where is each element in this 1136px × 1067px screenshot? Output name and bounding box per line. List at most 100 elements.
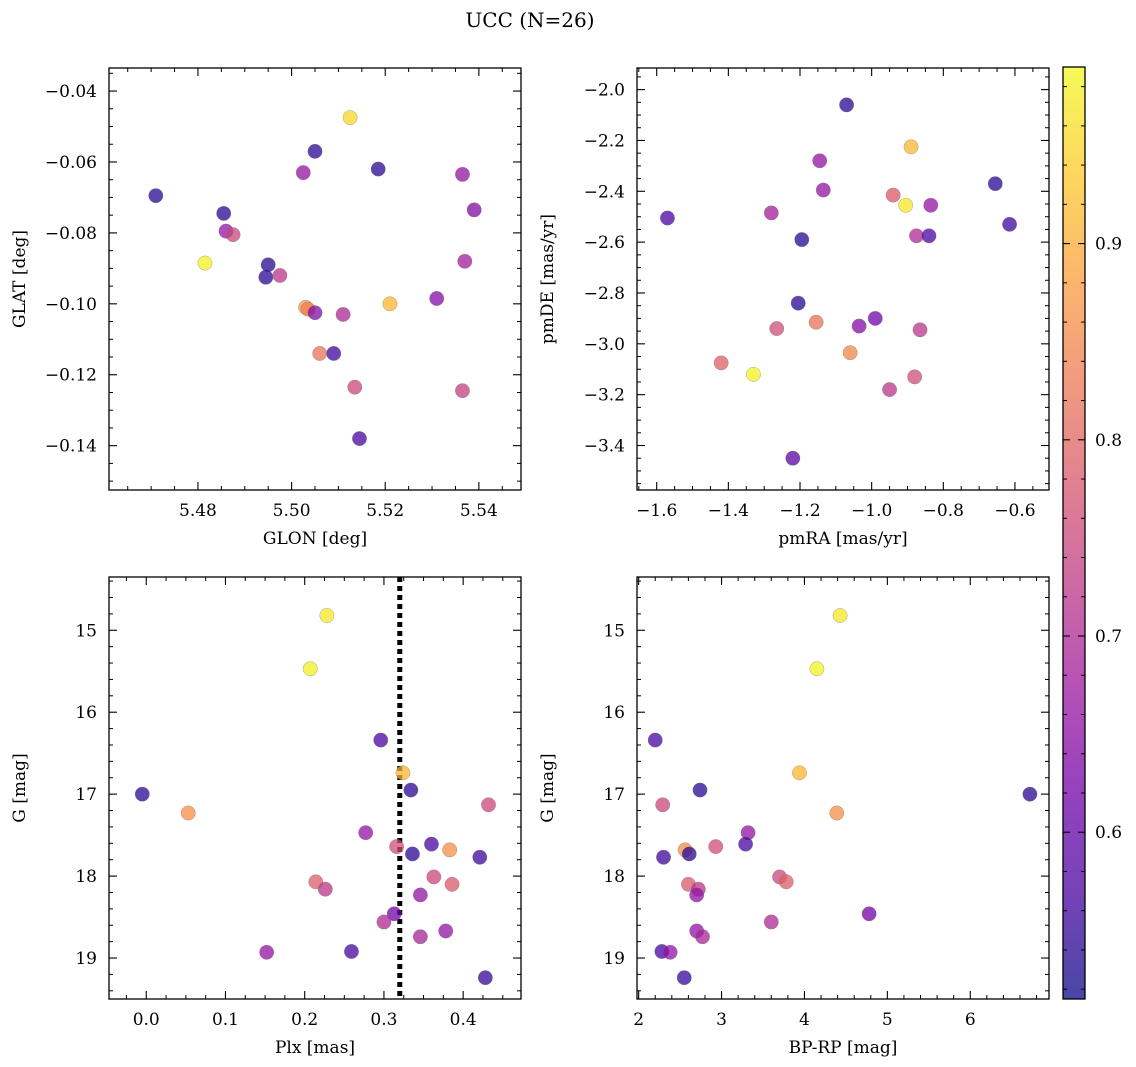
scatter-point (302, 661, 318, 677)
scatter-point (412, 929, 428, 945)
scatter-point (882, 382, 898, 398)
x-tick-label: 0.3 (370, 1010, 397, 1030)
scatter-point (681, 846, 697, 862)
y-tick-label: 18 (75, 867, 97, 887)
scatter-point (352, 431, 367, 447)
x-tick-label: −1.0 (851, 501, 892, 521)
colorbar-gradient (1063, 67, 1085, 999)
scatter-point (692, 782, 708, 798)
y-tick-label: −0.08 (45, 224, 97, 244)
scatter-point (424, 836, 439, 852)
x-tick-label: 0.0 (133, 1010, 160, 1030)
x-tick-label: −0.8 (923, 501, 964, 521)
scatter-point (272, 268, 288, 283)
scatter-point (457, 253, 473, 269)
scatter-point (923, 197, 939, 213)
scatter-point (403, 782, 419, 798)
x-tick-label: 0.2 (291, 1010, 318, 1030)
scatter-point (405, 846, 420, 862)
y-tick-label: 16 (75, 703, 97, 723)
scatter-point (1002, 216, 1018, 232)
x-axis-label: pmRA [mas/yr] (778, 529, 907, 549)
scatter-point (903, 139, 919, 155)
y-tick-label: −0.04 (45, 82, 97, 102)
scatter-point (745, 366, 761, 382)
figure-title: UCC (N=26) (465, 8, 594, 32)
x-tick-label: 5.50 (273, 501, 311, 521)
y-tick-label: 15 (75, 621, 97, 641)
x-tick-label: 2 (633, 1010, 644, 1030)
y-tick-label: −2.0 (584, 81, 625, 101)
scatter-point (647, 732, 663, 748)
y-tick-label: −0.12 (45, 366, 97, 386)
y-tick-label: −0.10 (45, 295, 97, 315)
y-tick-label: −3.4 (584, 437, 625, 457)
colorbar-tick-label: 0.9 (1095, 235, 1122, 255)
colorbar-frame (1062, 66, 1086, 1000)
scatter-point (785, 450, 801, 466)
scatter-point (295, 165, 311, 181)
scatter-point (472, 849, 488, 865)
x-tick-label: 6 (965, 1010, 976, 1030)
scatter-point (790, 295, 806, 311)
x-axis-label: BP-RP [mag] (789, 1038, 898, 1058)
scatter-point (481, 797, 496, 813)
scatter-point (676, 970, 692, 986)
scatter-point (763, 205, 779, 221)
scatter-point (335, 307, 351, 322)
colorbar-tick-label: 0.7 (1095, 627, 1122, 647)
scatter-panel-3: 0.0 0.1 0.2 0.3 0.4 15 16 17 18 19 Plx [mas] G [mag… (10, 576, 522, 1058)
scatter-point (809, 661, 825, 677)
y-axis-label: GLAT [deg] (10, 230, 30, 328)
scatter-point (885, 187, 901, 203)
y-tick-label: −2.4 (584, 182, 625, 202)
y-tick-label: 15 (603, 621, 625, 641)
y-tick-label: 19 (603, 949, 625, 969)
x-tick-label: 5 (882, 1010, 893, 1030)
scatter-point (358, 825, 374, 841)
scatter-point (326, 346, 342, 361)
scatter-point (708, 839, 724, 855)
scatter-panel-1: 5.48 5.50 5.52 5.54 −0.04 −0.06 −0.08 −0.10 −0.1… (10, 67, 522, 549)
y-axis-label: G [mag] (10, 753, 30, 822)
scatter-point (307, 305, 323, 321)
scatter-point (921, 228, 937, 244)
scatter-point (343, 944, 359, 959)
scatter-point (1022, 786, 1038, 802)
axes-frame (108, 576, 522, 1000)
scatter-point (258, 269, 274, 285)
y-tick-label: 18 (603, 867, 625, 887)
scatter-point (477, 970, 493, 986)
scatter-point (987, 176, 1003, 192)
scatter-point (689, 887, 705, 903)
y-tick-label: 17 (603, 785, 625, 805)
scatter-point (713, 355, 729, 371)
scatter-point (317, 881, 333, 897)
scatter-point (455, 383, 470, 399)
scatter-point (386, 906, 402, 922)
scatter-point (412, 887, 428, 903)
scatter-point (134, 786, 150, 802)
scatter-point (370, 161, 386, 177)
scatter-point (662, 944, 678, 960)
scatter-point (794, 232, 810, 248)
x-axis-label: Plx [mas] (275, 1038, 355, 1058)
scatter-point (660, 210, 675, 226)
scatter-point (180, 805, 196, 821)
points-layer (148, 110, 482, 447)
scatter-point (812, 153, 828, 169)
colorbar-tick-label: 0.8 (1095, 431, 1122, 451)
y-axis-label: pmDE [mas/yr] (538, 214, 558, 344)
scatter-point (832, 608, 848, 623)
x-tick-label: −1.4 (708, 501, 749, 521)
scatter-point (225, 227, 241, 243)
y-tick-label: 19 (75, 949, 97, 969)
scatter-point (307, 143, 323, 159)
scatter-point (908, 228, 924, 244)
scatter-point (429, 291, 445, 306)
scatter-point (861, 906, 877, 922)
y-tick-label: 16 (603, 703, 625, 723)
scatter-point (319, 608, 335, 623)
scatter-point (376, 914, 392, 930)
panels-group: 5.48 5.50 5.52 5.54 −0.04 −0.06 −0.08 −0.10 −0.1… (10, 67, 1050, 1058)
